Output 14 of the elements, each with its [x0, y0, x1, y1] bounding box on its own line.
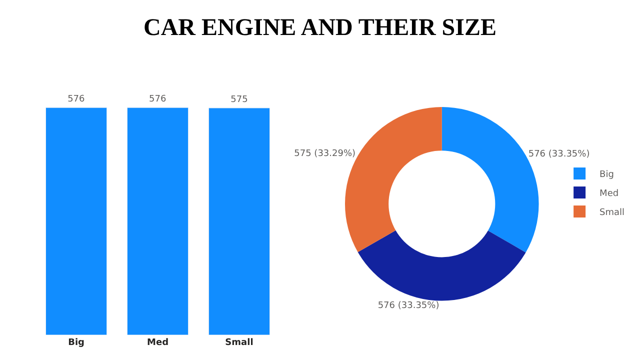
data-label: 576	[68, 94, 86, 105]
legend-label: Small	[600, 208, 625, 218]
data-label: 575	[230, 94, 248, 105]
legend-label: Med	[600, 189, 619, 200]
chart-title: CAR ENGINE AND THEIR SIZE	[144, 14, 496, 41]
data-label: 576 (33.35%)	[528, 149, 590, 160]
donut-slice	[358, 230, 526, 301]
x-tick-label: Med	[147, 338, 169, 348]
data-label: 575 (33.29%)	[294, 149, 356, 160]
data-label: 576	[149, 94, 166, 105]
x-tick-label: Big	[68, 338, 84, 348]
legend-label: Big	[600, 170, 614, 180]
x-tick-label: Small	[225, 338, 254, 348]
data-label: 576 (33.35%)	[378, 300, 440, 311]
